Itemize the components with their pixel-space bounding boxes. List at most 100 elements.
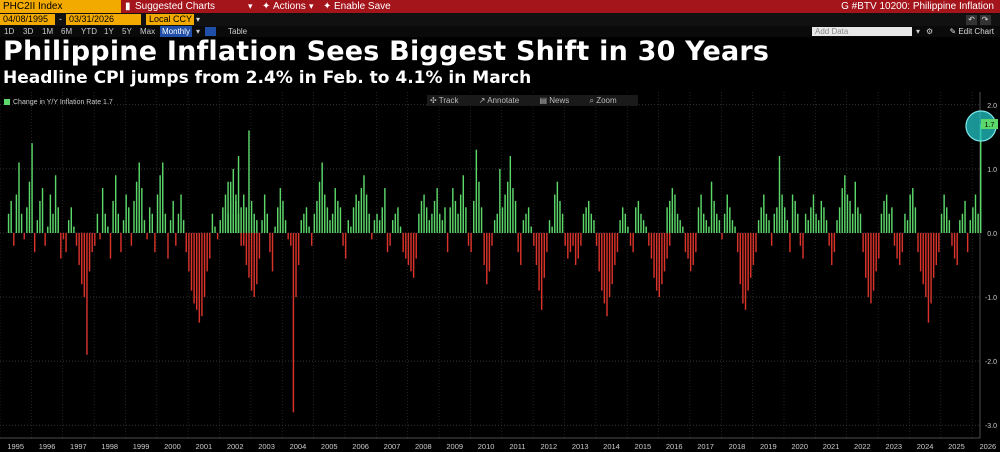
enable-save-chevron-icon[interactable]: ▾ xyxy=(309,1,314,11)
chart-bar xyxy=(506,181,509,233)
range-6m[interactable]: 6M xyxy=(61,27,73,36)
chart-bar xyxy=(493,220,496,233)
chart-bar xyxy=(167,232,169,259)
redo-icon[interactable]: ↷ xyxy=(979,15,991,25)
undo-icon[interactable]: ↶ xyxy=(966,15,977,25)
chart-bar xyxy=(350,226,352,233)
range-5y[interactable]: 5Y xyxy=(122,27,132,36)
zoom-tool[interactable]: ⌕ Zoom xyxy=(589,96,617,105)
frequency-chevron-icon[interactable]: ▾ xyxy=(196,27,201,36)
edit-chart-button[interactable]: ✎ Edit Chart xyxy=(949,26,994,37)
actions-button[interactable]: Actions xyxy=(273,1,306,12)
track-tool[interactable]: ✣ Track xyxy=(430,96,459,105)
chart-bar xyxy=(951,232,953,246)
x-tick-label: 2016 xyxy=(666,442,683,451)
annotate-tool[interactable]: ↗ Annotate xyxy=(478,96,520,105)
currency-select[interactable]: Local CCY xyxy=(146,14,194,25)
chart-bar xyxy=(245,207,248,233)
chart-bar xyxy=(817,220,820,233)
date-bar: 04/08/1995 - 03/31/2026 Local CCY ▾ ↶ ↷ xyxy=(0,13,1000,26)
news-tool[interactable]: ▤ News xyxy=(539,96,570,105)
range-max[interactable]: Max xyxy=(140,27,156,36)
suggested-charts-icon[interactable]: ▮ xyxy=(125,1,131,12)
chart-bar xyxy=(39,200,41,233)
chart-bar xyxy=(540,232,543,310)
y-tick-label: -2.0 xyxy=(985,359,997,366)
actions-icon[interactable]: ✦ xyxy=(262,1,271,12)
chart-bar xyxy=(169,220,172,233)
chart-subtitle: Headline CPI jumps from 2.4% in Feb. to … xyxy=(3,68,532,88)
chart-bar xyxy=(750,232,752,278)
chart-bar xyxy=(423,194,425,233)
x-tick-label: 2003 xyxy=(258,442,275,451)
chart-bar xyxy=(590,213,593,233)
chart-bar xyxy=(888,213,890,233)
enable-save-button[interactable]: Enable Save xyxy=(334,1,391,12)
chart-bar xyxy=(684,232,687,253)
chart-bar xyxy=(229,200,232,233)
range-ytd[interactable]: YTD xyxy=(81,27,97,36)
chart-bar xyxy=(355,194,357,233)
chart-bar xyxy=(122,220,125,233)
chart-bar xyxy=(389,232,391,246)
range-1d[interactable]: 1D xyxy=(4,27,15,36)
chart-bar xyxy=(240,232,242,246)
suggested-charts-button[interactable]: Suggested Charts xyxy=(135,1,216,12)
chart-bar xyxy=(232,213,235,233)
chart-bar xyxy=(295,232,297,298)
actions-chevron-icon[interactable]: ▾ xyxy=(248,1,253,11)
chart-bar xyxy=(253,232,255,298)
range-1m[interactable]: 1M xyxy=(42,27,54,36)
chart-bar xyxy=(62,232,65,240)
y-tick-label: -1.0 xyxy=(985,295,997,302)
chart-bar xyxy=(258,232,261,259)
chart-bar xyxy=(603,232,606,304)
chart-bar xyxy=(190,232,193,291)
chart-bar xyxy=(399,226,402,233)
chart-bar xyxy=(564,232,566,246)
chart-bar xyxy=(99,232,101,240)
chart-bar xyxy=(525,213,527,233)
chart-bar xyxy=(130,232,133,246)
chart-bar xyxy=(632,232,634,253)
chart-bar xyxy=(216,232,219,240)
start-date-field[interactable]: 04/08/1995 xyxy=(0,14,55,25)
chart-bar xyxy=(107,226,109,233)
range-1y[interactable]: 1Y xyxy=(104,27,114,36)
chart-bar xyxy=(645,226,647,233)
chart-bar xyxy=(593,220,595,233)
chart-bar xyxy=(885,194,888,233)
chevron-down-icon[interactable]: ▾ xyxy=(916,27,921,36)
settings-icon[interactable]: ⚙ xyxy=(926,27,934,36)
chart-bar xyxy=(577,232,579,259)
chart-bar xyxy=(530,226,532,233)
chart-bar xyxy=(128,207,130,233)
x-tick-label: 1998 xyxy=(101,442,118,451)
end-date-field[interactable]: 03/31/2026 xyxy=(66,14,141,25)
line-chart-icon[interactable] xyxy=(205,27,216,36)
chart-bar xyxy=(713,200,715,233)
chart-bar xyxy=(196,232,198,310)
add-data-input[interactable]: Add Data xyxy=(812,27,912,36)
table-button[interactable]: Table xyxy=(228,27,248,36)
range-3d[interactable]: 3D xyxy=(23,27,34,36)
chart-bar xyxy=(784,207,786,233)
chart-bar xyxy=(705,220,708,233)
x-tick-label: 2006 xyxy=(352,442,369,451)
chart-bar xyxy=(619,220,621,233)
chart-bar xyxy=(243,194,245,233)
chart-bar xyxy=(640,213,642,233)
chart-bar xyxy=(261,220,263,233)
chart-bar xyxy=(567,232,569,259)
chart-bar xyxy=(974,194,977,233)
save-icon[interactable]: ✦ xyxy=(323,1,332,12)
chart-bar xyxy=(209,232,211,259)
chart-bar xyxy=(480,207,483,233)
currency-chevron-icon[interactable]: ▾ xyxy=(196,15,201,24)
chart-bar xyxy=(543,232,546,278)
frequency-select[interactable]: Monthly xyxy=(160,26,193,37)
chart-bar xyxy=(669,200,671,233)
ticker-field[interactable]: PHC2II Index xyxy=(0,0,121,13)
chart-bar xyxy=(342,232,344,246)
chart-bar xyxy=(878,232,880,259)
